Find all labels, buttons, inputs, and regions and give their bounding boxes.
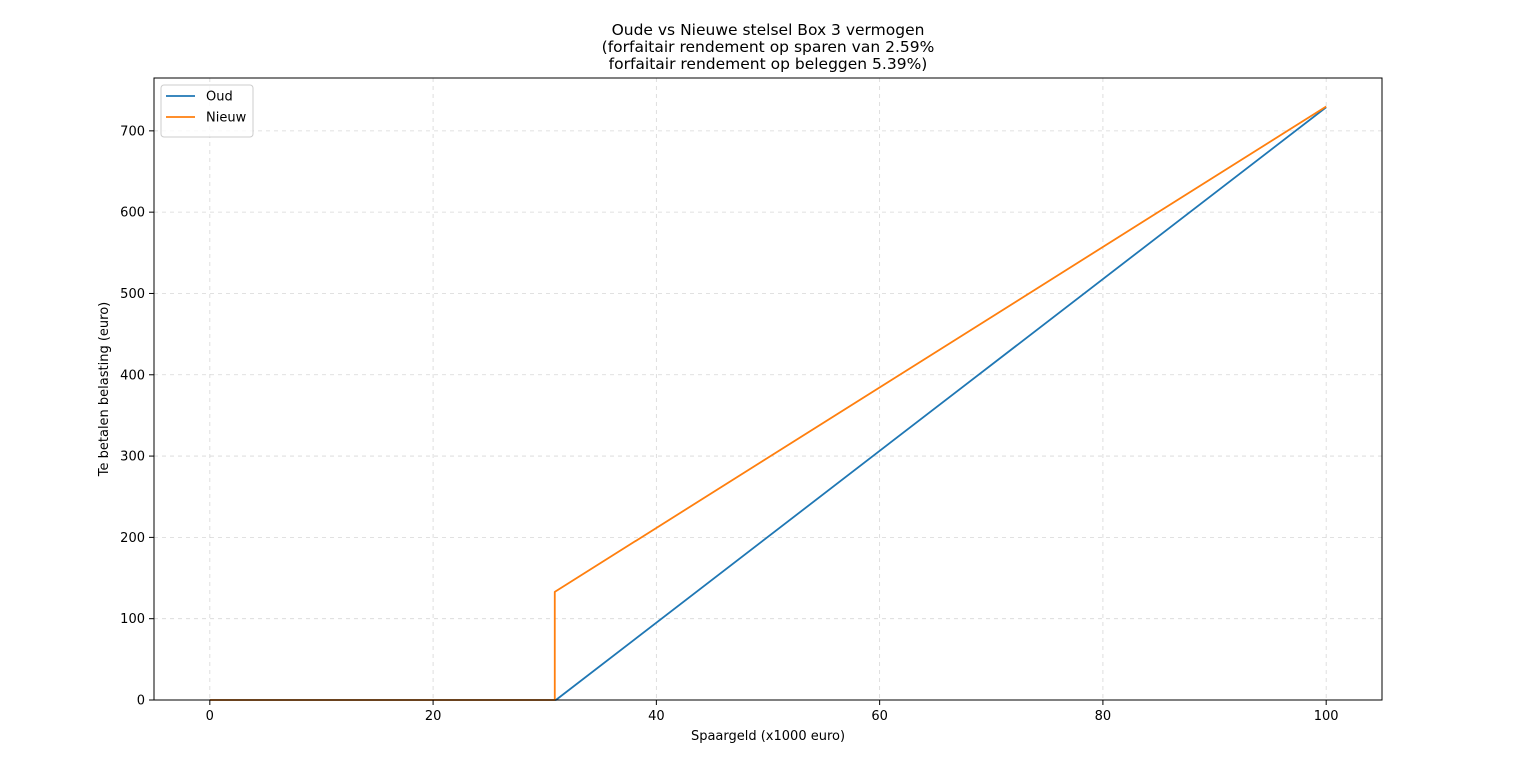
- x-tick-label: 40: [648, 709, 665, 724]
- chart-title: Oude vs Nieuwe stelsel Box 3 vermogen (f…: [602, 21, 935, 73]
- y-axis-ticks: 0 100 200 300 400 500 600 700: [120, 124, 154, 709]
- x-tick-label: 0: [206, 709, 214, 724]
- x-tick-label: 60: [871, 709, 888, 724]
- y-tick-label: 400: [120, 368, 145, 383]
- x-axis-ticks: 0 20 40 60 80 100: [206, 700, 1339, 724]
- y-tick-label: 500: [120, 287, 145, 302]
- legend: Oud Nieuw: [160, 84, 254, 138]
- x-axis-label: Spaargeld (x1000 euro): [691, 729, 845, 744]
- legend-label-nieuw: Nieuw: [206, 111, 247, 126]
- chart-title-line-2: (forfaitair rendement op sparen van 2.59…: [602, 38, 935, 56]
- y-tick-label: 600: [120, 206, 145, 221]
- chart-title-line-1: Oude vs Nieuwe stelsel Box 3 vermogen: [612, 21, 925, 39]
- y-tick-label: 100: [120, 612, 145, 627]
- y-tick-label: 700: [120, 124, 145, 139]
- x-tick-label: 20: [425, 709, 442, 724]
- y-tick-label: 300: [120, 450, 145, 465]
- y-tick-label: 0: [137, 694, 145, 709]
- chart-title-line-3: forfaitair rendement op beleggen 5.39%): [609, 55, 928, 73]
- legend-box: [160, 84, 254, 138]
- y-tick-label: 200: [120, 531, 145, 546]
- legend-label-oud: Oud: [206, 90, 233, 105]
- x-tick-label: 100: [1314, 709, 1339, 724]
- x-tick-label: 80: [1095, 709, 1112, 724]
- plot-area-frame: [153, 77, 1383, 701]
- y-axis-label: Te betalen belasting (euro): [97, 302, 112, 477]
